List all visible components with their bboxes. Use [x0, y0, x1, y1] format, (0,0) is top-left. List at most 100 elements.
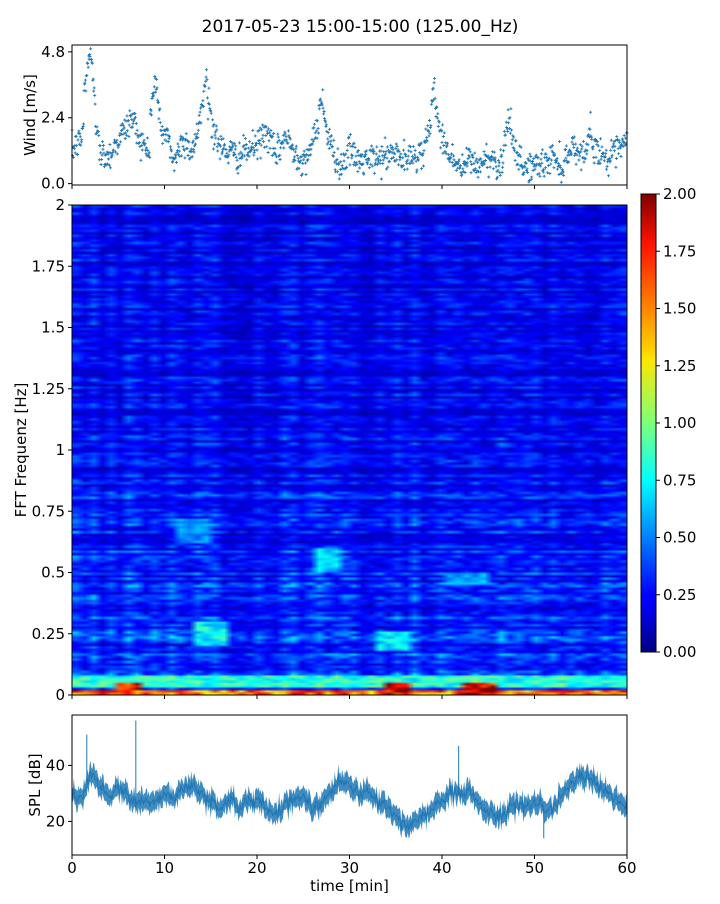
wind-point: [574, 162, 578, 166]
wind-point: [110, 153, 114, 157]
wind-point: [598, 161, 602, 165]
wind-point: [589, 110, 592, 114]
wind-point: [323, 118, 327, 122]
wind-point: [394, 142, 398, 146]
wind-point: [259, 156, 263, 160]
spl-x-tick-label: 40: [432, 859, 451, 877]
wind-point: [138, 141, 141, 145]
wind-point: [265, 145, 269, 149]
wind-point: [218, 157, 222, 161]
wind-point: [171, 159, 175, 163]
wind-point: [557, 173, 561, 176]
wind-point: [82, 122, 86, 126]
wind-point: [460, 153, 464, 157]
wind-point: [152, 85, 156, 89]
wind-point: [237, 141, 241, 145]
wind-point: [291, 160, 295, 164]
wind-point: [116, 145, 120, 149]
wind-point: [500, 153, 504, 157]
wind-point: [555, 156, 559, 160]
wind-point: [354, 161, 358, 165]
wind-point: [367, 166, 371, 170]
wind-point: [508, 131, 512, 135]
wind-point: [293, 150, 297, 154]
wind-point: [415, 168, 419, 172]
wind-point: [206, 96, 209, 100]
wind-point: [134, 132, 138, 136]
wind-point: [309, 147, 313, 151]
wind-point: [261, 123, 265, 127]
wind-point: [423, 140, 427, 144]
wind-point: [227, 153, 231, 157]
wind-point: [327, 140, 331, 144]
wind-point: [373, 161, 377, 165]
wind-point: [238, 164, 242, 167]
wind-point: [603, 155, 607, 159]
colorbar-tick-label: 1.75: [663, 242, 696, 260]
spl-x-tick-label: 0: [67, 859, 77, 877]
wind-point: [304, 161, 308, 165]
wind-point: [347, 135, 351, 139]
wind-point: [558, 165, 562, 169]
wind-point: [364, 153, 368, 156]
wind-point: [337, 161, 341, 165]
wind-point: [340, 164, 344, 168]
wind-point: [211, 124, 215, 128]
wind-point: [301, 162, 305, 165]
wind-point: [350, 156, 354, 160]
wind-point: [130, 117, 134, 121]
wind-point: [427, 129, 431, 133]
wind-point: [181, 138, 184, 142]
wind-point: [127, 123, 131, 127]
wind-point: [107, 151, 111, 155]
wind-point: [271, 134, 275, 138]
wind-point: [274, 155, 278, 159]
wind-point: [582, 160, 586, 164]
wind-point: [96, 130, 100, 134]
wind-point: [560, 168, 564, 171]
wind-point: [326, 131, 330, 135]
wind-point: [306, 157, 310, 161]
wind-point: [337, 177, 341, 181]
spectrogram-y-tick-label: 0.75: [32, 502, 65, 520]
wind-point: [576, 146, 579, 150]
wind-point: [281, 141, 285, 145]
wind-point: [99, 151, 103, 155]
wind-point: [428, 126, 432, 130]
wind-point: [556, 164, 560, 168]
wind-point: [600, 145, 604, 149]
wind-point: [375, 163, 379, 167]
wind-point: [167, 140, 171, 144]
wind-point: [608, 159, 612, 163]
wind-point: [260, 137, 264, 141]
wind-point: [219, 144, 222, 148]
wind-point: [86, 62, 90, 66]
wind-point: [564, 144, 568, 148]
wind-point: [493, 158, 497, 162]
wind-point: [559, 180, 563, 184]
wind-point: [340, 172, 344, 176]
wind-point: [503, 133, 507, 137]
wind-point: [237, 165, 240, 169]
colorbar-gradient: [640, 193, 657, 653]
wind-point: [492, 150, 496, 154]
wind-point: [245, 158, 249, 162]
wind-point: [457, 160, 461, 164]
wind-point: [369, 162, 373, 166]
wind-point: [199, 106, 203, 110]
wind-point: [73, 151, 77, 155]
wind-point: [192, 150, 196, 154]
wind-point: [154, 90, 158, 94]
wind-y-axis-label: Wind [m/s]: [21, 74, 39, 156]
wind-point: [149, 109, 153, 113]
wind-point: [100, 158, 104, 161]
wind-point: [72, 147, 76, 151]
wind-point: [297, 166, 301, 170]
spectrogram-y-tick-label: 1.25: [32, 380, 65, 398]
wind-point: [448, 157, 452, 161]
wind-point: [91, 77, 95, 81]
wind-scatter-series: [70, 47, 629, 184]
wind-point: [530, 175, 534, 179]
wind-point: [618, 140, 622, 144]
wind-point: [585, 149, 589, 153]
